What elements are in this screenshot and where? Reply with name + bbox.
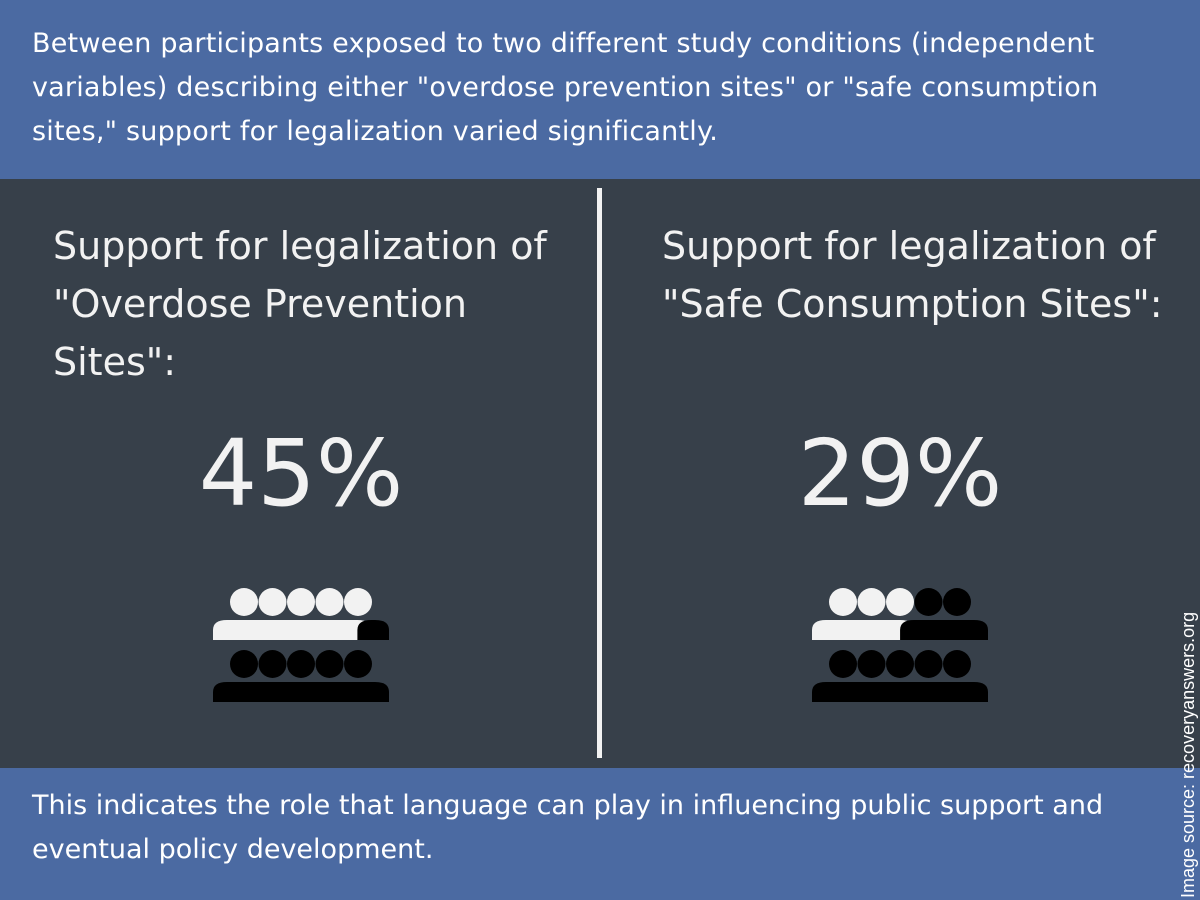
person-body xyxy=(900,620,988,640)
image-source-credit: Image source: recoveryanswers.org xyxy=(1178,611,1198,898)
crowd-row xyxy=(812,650,988,702)
intro-banner: Between participants exposed to two diff… xyxy=(0,0,1200,179)
person-head xyxy=(943,650,971,678)
person-head xyxy=(914,650,943,678)
intro-text: Between participants exposed to two diff… xyxy=(32,28,1099,147)
panel-overdose-prevention: Support for legalization of "Overdose Pr… xyxy=(0,179,600,768)
person-body xyxy=(213,682,389,702)
person-head xyxy=(315,650,344,678)
panel-heading: Support for legalization of "Safe Consum… xyxy=(662,224,1163,326)
conclusion-banner: This indicates the role that language ca… xyxy=(0,768,1200,900)
person-head xyxy=(886,650,914,678)
panel-divider xyxy=(597,188,602,758)
person-head xyxy=(857,588,886,616)
person-head xyxy=(886,588,914,616)
person-head xyxy=(287,588,315,616)
person-head xyxy=(258,650,287,678)
person-head xyxy=(258,588,287,616)
conclusion-text: This indicates the role that language ca… xyxy=(32,790,1104,865)
person-head xyxy=(344,650,372,678)
person-body xyxy=(357,620,389,640)
panel-heading: Support for legalization of "Overdose Pr… xyxy=(53,224,547,384)
person-head xyxy=(230,588,258,616)
percent-value: 45% xyxy=(198,420,404,527)
people-crowd-icon xyxy=(812,588,988,702)
panel-safe-consumption: Support for legalization of "Safe Consum… xyxy=(600,179,1200,768)
person-head xyxy=(344,588,372,616)
person-head xyxy=(943,588,971,616)
crowd-row xyxy=(213,588,389,640)
person-head xyxy=(829,650,857,678)
person-head xyxy=(230,650,258,678)
person-head xyxy=(914,588,943,616)
crowd-row xyxy=(812,588,988,640)
person-body xyxy=(812,620,915,640)
percent-value: 29% xyxy=(797,420,1003,527)
person-head xyxy=(829,588,857,616)
person-body xyxy=(812,682,988,702)
person-head xyxy=(857,650,886,678)
person-body xyxy=(213,620,372,640)
people-crowd-icon xyxy=(213,588,389,702)
crowd-row xyxy=(213,650,389,702)
person-head xyxy=(287,650,315,678)
person-head xyxy=(315,588,344,616)
